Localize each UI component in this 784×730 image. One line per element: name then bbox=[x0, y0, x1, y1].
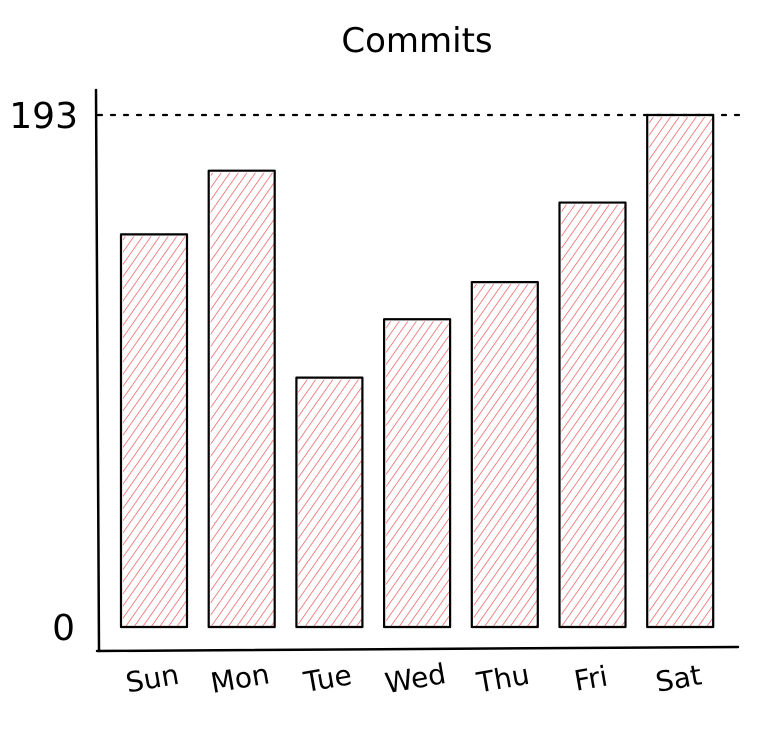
bar-outline bbox=[295, 376, 364, 629]
bar-hatch-fill bbox=[386, 321, 451, 627]
bar-outline bbox=[119, 233, 189, 629]
bar-outline bbox=[207, 169, 276, 629]
x-axis bbox=[95, 645, 740, 653]
x-tick-label-mon: Mon bbox=[208, 657, 272, 700]
chart-title: Commits bbox=[341, 21, 492, 61]
bar-hatch-fill bbox=[561, 204, 626, 627]
y-tick-label-zero: 0 bbox=[52, 608, 75, 649]
bar-hatch-fill bbox=[123, 236, 187, 627]
bar-hatch-fill bbox=[473, 284, 538, 627]
bar-outline bbox=[646, 113, 715, 629]
x-tick-label-tue: Tue bbox=[300, 658, 354, 699]
bar-wed bbox=[383, 318, 452, 629]
x-tick-label-fri: Fri bbox=[572, 659, 611, 697]
bar-mon bbox=[207, 169, 276, 629]
bar-hatch-fill bbox=[649, 117, 714, 627]
bar-hatch-fill bbox=[298, 379, 363, 627]
x-tick-label-sat: Sat bbox=[653, 658, 704, 698]
bar-hatch-fill bbox=[210, 172, 275, 627]
bar-tue bbox=[295, 376, 364, 629]
y-tick-label-max: 193 bbox=[9, 96, 78, 137]
bar-thu bbox=[470, 281, 539, 629]
bar-sat bbox=[646, 113, 715, 629]
bars-layer bbox=[119, 113, 715, 629]
bar-outline bbox=[383, 318, 452, 629]
x-tick-labels: Sun Mon Tue Wed Thu Fri Sat bbox=[123, 657, 704, 700]
x-tick-label-sun: Sun bbox=[123, 658, 181, 700]
y-axis bbox=[94, 88, 101, 653]
bar-fri bbox=[558, 201, 627, 629]
bar-outline bbox=[558, 201, 627, 629]
bar-outline bbox=[470, 281, 539, 629]
x-tick-label-thu: Thu bbox=[473, 658, 532, 700]
bar-sun bbox=[119, 233, 189, 629]
x-tick-label-wed: Wed bbox=[383, 657, 449, 700]
